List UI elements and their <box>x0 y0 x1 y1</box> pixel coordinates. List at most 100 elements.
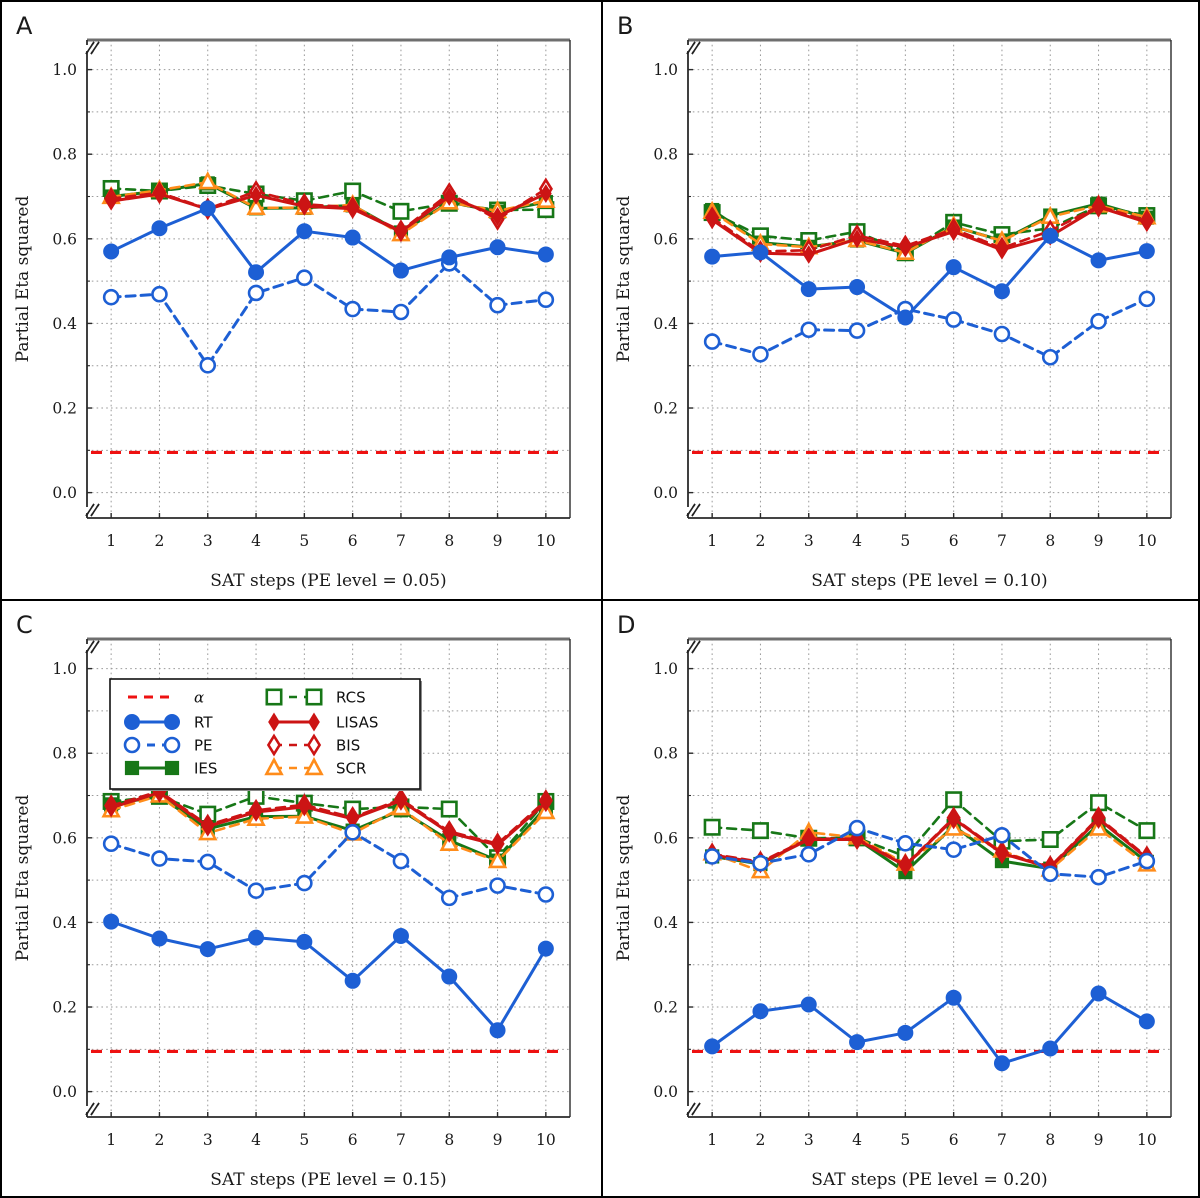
legend: α RT PE IES RCS LISAS BIS SCR <box>109 678 422 791</box>
data-point-RT <box>392 927 409 944</box>
data-point-RT <box>344 229 361 246</box>
legend-entry-SCR[interactable]: SCR <box>264 757 366 778</box>
x-axis: 1 2 3 4 5 6 7 8 9 10 <box>106 513 556 550</box>
x-tick-label: 4 <box>852 532 862 550</box>
y-tick-label: 0.4 <box>653 315 678 333</box>
legend-marker-BIS <box>266 733 282 757</box>
data-point-RT <box>849 279 866 296</box>
x-tick-label: 3 <box>203 532 213 550</box>
series-line-SCR <box>109 794 548 863</box>
x-tick-label: 2 <box>756 532 766 550</box>
legend-entry-RCS[interactable]: RCS <box>265 688 366 707</box>
y-tick-label: 0.0 <box>653 1083 678 1101</box>
x-tick-label: 5 <box>900 532 910 550</box>
legend-marker-SCR <box>304 757 324 776</box>
x-tick-label: 4 <box>852 1131 862 1149</box>
data-point-PE <box>199 853 217 871</box>
legend-label-SCR: SCR <box>336 760 366 778</box>
x-tick-label: 10 <box>536 1131 556 1149</box>
axis-break-mark <box>686 640 702 654</box>
data-point-PE <box>102 288 120 306</box>
series-line-LISAS <box>109 791 548 847</box>
data-point-RT <box>344 972 361 989</box>
axis-break-mark <box>686 1102 702 1116</box>
y-axis-title: Partial Eta squared <box>13 196 33 363</box>
data-point-RT <box>897 309 914 326</box>
data-point-LISAS <box>105 191 118 211</box>
data-point-RT <box>800 281 817 298</box>
series-line-LISAS <box>710 205 1149 256</box>
legend-entry-alpha[interactable]: α <box>128 689 204 707</box>
data-point-LISAS <box>395 222 407 242</box>
data-point-PE <box>703 848 721 865</box>
data-point-LISAS <box>298 797 311 817</box>
x-tick-label: 5 <box>299 532 309 550</box>
legend-marker-PE <box>163 736 181 754</box>
x-tick-label: 9 <box>1094 1131 1104 1149</box>
data-point-LISAS <box>996 240 1008 260</box>
data-point-PE <box>102 835 120 853</box>
y-axis: 0.0 0.2 0.4 0.6 0.8 1.0 <box>653 660 693 1101</box>
data-point-RT <box>945 259 962 276</box>
data-point-LISAS <box>947 222 960 242</box>
series-line-PE <box>710 297 1149 359</box>
legend-marker-IES <box>164 760 180 776</box>
data-point-LISAS <box>491 206 504 226</box>
data-point-PE <box>848 819 866 837</box>
y-axis-title: Partial Eta squared <box>614 196 634 363</box>
data-point-RT <box>248 929 265 946</box>
series-line-PE <box>109 830 548 900</box>
legend-entry-LISAS[interactable]: LISAS <box>268 712 379 732</box>
series-RT <box>704 985 1155 1072</box>
plot-background <box>87 40 570 518</box>
legend-entry-BIS[interactable]: BIS <box>266 733 360 757</box>
data-point-PE <box>703 333 721 350</box>
series-RT <box>103 913 554 1039</box>
data-point-LISAS <box>1092 809 1105 829</box>
y-tick-label: 0.8 <box>653 745 678 763</box>
series-RT <box>103 200 554 281</box>
data-point-LISAS <box>443 187 456 206</box>
data-point-PE <box>993 325 1011 343</box>
data-point-LISAS <box>201 816 214 836</box>
data-point-PE <box>752 345 769 363</box>
y-tick-label: 0.2 <box>52 999 77 1017</box>
data-point-RT <box>1042 227 1059 244</box>
y-tick-label: 1.0 <box>52 61 77 79</box>
series-line-RT <box>109 206 548 274</box>
grid <box>688 639 1171 1117</box>
data-point-PE <box>344 824 361 841</box>
axis-break-mark <box>85 503 101 517</box>
series-line-PE <box>109 261 548 367</box>
legend-entry-RT[interactable]: RT <box>124 714 214 732</box>
legend-marker-RCS <box>265 688 283 706</box>
data-point-RT <box>1090 252 1107 269</box>
legend-entry-IES[interactable]: IES <box>124 760 217 778</box>
x-tick-label: 6 <box>348 532 358 550</box>
legend-marker-RT <box>164 714 180 730</box>
y-tick-label: 1.0 <box>653 61 678 79</box>
legend-label-RCS: RCS <box>336 689 366 707</box>
data-point-RT <box>103 913 120 930</box>
data-point-RT <box>752 1003 769 1020</box>
series-line-RT <box>710 234 1149 319</box>
x-tick-label: 2 <box>155 1131 165 1149</box>
x-tick-label: 7 <box>396 1131 406 1149</box>
legend-entry-PE[interactable]: PE <box>123 736 213 755</box>
data-point-PE <box>800 846 818 863</box>
axis-break-mark <box>686 41 702 55</box>
data-point-RT <box>704 1038 721 1055</box>
x-tick-label: 10 <box>1137 532 1157 550</box>
data-point-LISAS <box>996 844 1008 863</box>
x-tick-label: 8 <box>1045 532 1055 550</box>
data-point-RT <box>993 1055 1010 1072</box>
axis-break-mark <box>85 41 101 55</box>
data-point-RT <box>897 1024 914 1041</box>
x-axis-title: SAT steps (PE level = 0.20) <box>811 1170 1047 1190</box>
x-tick-label: 5 <box>299 1131 309 1149</box>
data-point-PE <box>247 882 265 899</box>
plot-b: 0.0 0.2 0.4 0.6 0.8 1.0 1 2 3 4 5 6 7 8 9 10 SAT steps (… <box>614 38 1172 591</box>
data-point-RT <box>1138 243 1155 260</box>
y-axis-title: Partial Eta squared <box>614 795 634 962</box>
data-point-RT <box>199 200 216 217</box>
